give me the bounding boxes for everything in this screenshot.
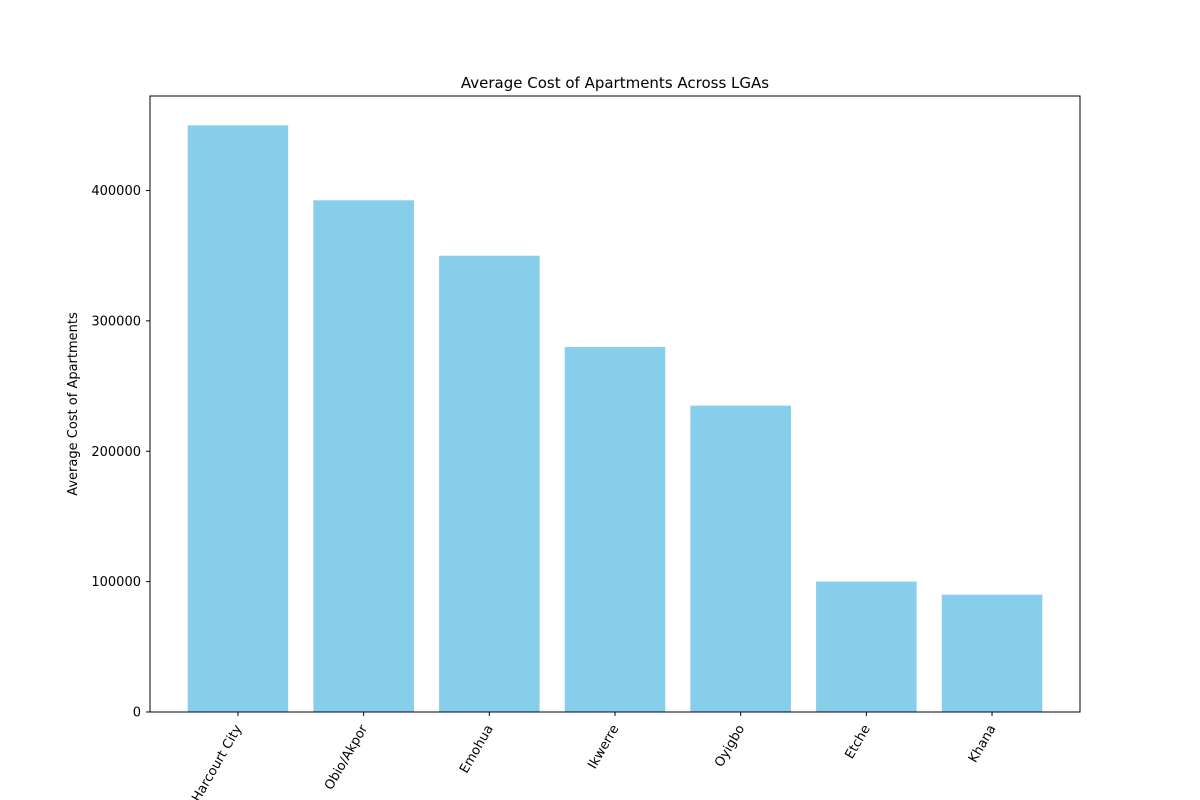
x-tick-label: Port Harcourt City: [174, 722, 245, 800]
bars: [187, 125, 1043, 713]
bar-3: [564, 346, 666, 712]
x-tick-label: Oyigbo: [712, 722, 748, 769]
x-tick-label: Etche: [842, 723, 873, 762]
x-axis-ticks: Port Harcourt City Obio/Akpor Emohua Ikwerr…: [174, 712, 999, 800]
plot-frame: [149, 95, 1081, 713]
bar-1: [313, 200, 414, 713]
y-tick-label: 0: [133, 706, 141, 721]
x-tick-label: Obio/Akpor: [322, 722, 372, 793]
bar-0: [187, 125, 289, 712]
y-tick-label: 200000: [91, 445, 141, 460]
bar-2: [439, 255, 540, 712]
x-tick-label: Emohua: [457, 723, 497, 777]
chart-title: Average Cost of Apartments Across LGAs: [461, 74, 769, 92]
y-tick-label: 100000: [91, 575, 141, 590]
bar-4: [690, 405, 791, 712]
x-tick-label: Khana: [966, 723, 999, 766]
y-tick-label: 400000: [91, 184, 141, 199]
bar-5: [816, 581, 917, 712]
x-tick-label: Ikwerre: [585, 723, 622, 772]
y-axis-ticks: 0 100000 200000 300000 400000: [91, 184, 150, 721]
bar-6: [941, 594, 1043, 712]
y-axis-label: Average Cost of Apartments: [66, 312, 81, 496]
y-tick-label: 300000: [91, 314, 141, 329]
